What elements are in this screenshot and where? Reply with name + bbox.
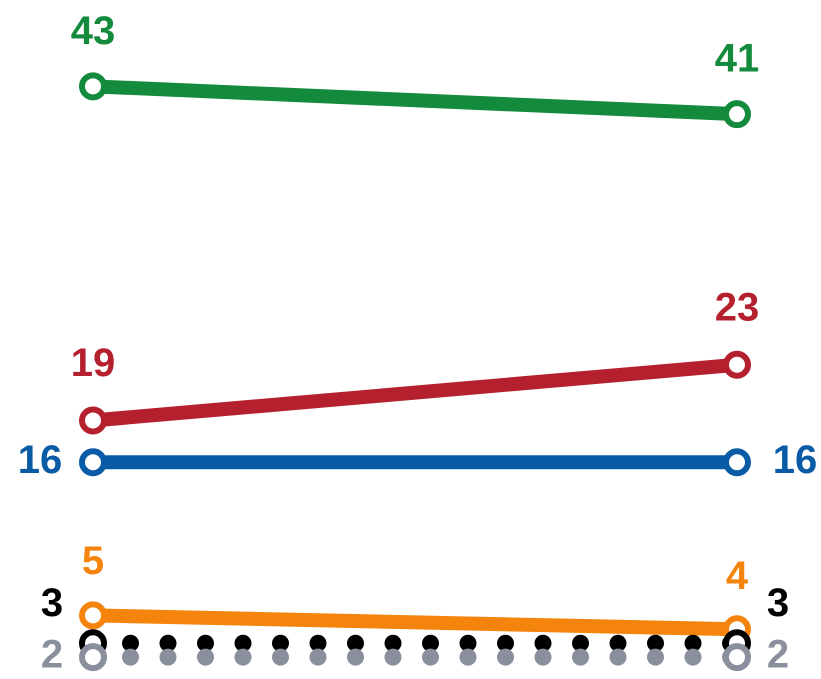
data-label: 16 [18, 438, 63, 482]
data-label: 5 [82, 539, 104, 583]
point-marker [79, 72, 107, 101]
data-label: 2 [41, 633, 63, 677]
point-marker [723, 100, 751, 129]
point-marker [723, 448, 751, 477]
data-label: 23 [715, 285, 760, 329]
point-marker [723, 643, 751, 672]
point-marker [79, 448, 107, 477]
point-marker [79, 643, 107, 672]
series-line [86, 357, 744, 428]
point-marker [723, 350, 751, 379]
data-label: 3 [767, 581, 789, 625]
data-label: 41 [715, 37, 760, 81]
data-label: 3 [41, 581, 63, 625]
point-marker [79, 601, 107, 630]
data-label: 16 [773, 438, 818, 482]
data-label: 4 [726, 554, 749, 598]
point-marker [79, 406, 107, 435]
data-label: 43 [71, 9, 116, 53]
series-line [86, 79, 744, 122]
data-label: 2 [767, 633, 789, 677]
series-line [86, 608, 744, 637]
data-label: 19 [71, 341, 116, 385]
